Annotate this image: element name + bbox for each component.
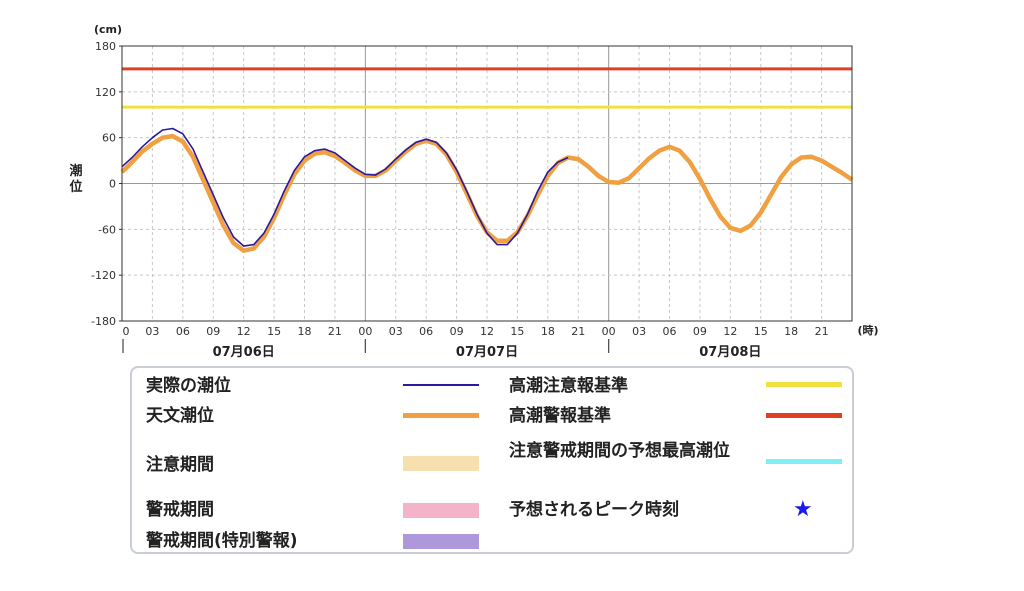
x-tick-label: 03 xyxy=(145,325,159,338)
y-tick-label: 120 xyxy=(95,86,116,99)
y-tick-labels: 180 120 60 0 -60 -120 -180 xyxy=(91,40,122,328)
x-tick-label: 03 xyxy=(389,325,403,338)
series-line-actual xyxy=(121,127,569,247)
x-tick-label: 06 xyxy=(663,325,677,338)
grid xyxy=(122,46,852,321)
series-lines xyxy=(120,127,854,253)
x-tick-label: 15 xyxy=(754,325,768,338)
x-tick-label: 09 xyxy=(693,325,707,338)
y-axis-label-char: 位 xyxy=(69,179,82,195)
x-tick-label: 21 xyxy=(328,325,342,338)
x-unit-label: (時) xyxy=(857,323,878,337)
x-tick-label: 12 xyxy=(480,325,494,338)
date-label: 07月06日 xyxy=(213,345,275,360)
y-tick-label: 0 xyxy=(109,178,116,191)
x-tick-label: 00 xyxy=(602,325,616,338)
y-tick-label: 60 xyxy=(102,132,116,145)
legend-label-actual: 実際の潮位 xyxy=(146,376,231,396)
legend: 実際の潮位 天文潮位 注意期間 警戒期間 警戒期間(特別警報) 高潮注意報基準 … xyxy=(130,366,854,554)
legend-label-warning-threshold: 高潮警報基準 xyxy=(509,406,611,426)
date-labels: 07月06日 07月07日 07月08日 xyxy=(122,339,761,360)
legend-swatch-caution-period xyxy=(403,456,479,471)
x-tick-label: 00 xyxy=(358,325,372,338)
legend-swatch-caution-threshold xyxy=(766,382,842,387)
y-tick-label: 180 xyxy=(95,40,116,53)
x-tick-labels: 0 03 06 09 12 15 18 21 00 03 06 09 12 15 18 21 00 03 06 09 1… xyxy=(123,325,829,338)
x-tick-label: 06 xyxy=(176,325,190,338)
x-tick-label: 21 xyxy=(815,325,829,338)
legend-label-predicted-max: 注意警戒期間の予想最高潮位 xyxy=(509,441,730,461)
x-tick-label: 18 xyxy=(541,325,555,338)
legend-swatch-astronomical xyxy=(403,413,479,418)
threshold-lines xyxy=(122,67,852,109)
y-axis-label-char: 潮 xyxy=(69,163,82,179)
legend-label-caution-period: 注意期間 xyxy=(146,455,214,475)
x-tick-label: 09 xyxy=(450,325,464,338)
x-tick-label: 18 xyxy=(784,325,798,338)
x-tick-label: 03 xyxy=(632,325,646,338)
legend-swatch-predicted-max xyxy=(766,459,842,464)
date-label: 07月07日 xyxy=(456,345,518,360)
legend-star-icon: ★ xyxy=(793,497,813,522)
date-label: 07月08日 xyxy=(699,345,761,360)
x-tick-label: 06 xyxy=(419,325,433,338)
legend-swatch-actual xyxy=(403,384,479,386)
x-tick-label: 12 xyxy=(723,325,737,338)
y-tick-label: -60 xyxy=(98,223,116,236)
x-tick-label: 15 xyxy=(510,325,524,338)
legend-label-caution-threshold: 高潮注意報基準 xyxy=(509,376,628,396)
x-tick-label: 09 xyxy=(206,325,220,338)
legend-label-peak-time: 予想されるピーク時刻 xyxy=(509,500,679,520)
y-tick-label: -120 xyxy=(91,269,116,282)
x-tick-label: 12 xyxy=(237,325,251,338)
y-tick-label: -180 xyxy=(91,315,116,328)
x-tick-label: 0 xyxy=(123,325,130,338)
legend-swatch-warning-period xyxy=(403,503,479,518)
x-tick-label: 15 xyxy=(267,325,281,338)
y-axis-label: 潮位 xyxy=(69,163,82,195)
legend-swatch-special-warning-period xyxy=(403,534,479,549)
y-unit-label: (cm) xyxy=(94,23,122,36)
x-tick-label: 21 xyxy=(571,325,585,338)
x-tick-label: 18 xyxy=(298,325,312,338)
legend-label-astronomical: 天文潮位 xyxy=(146,406,214,426)
legend-label-warning-period: 警戒期間 xyxy=(146,500,214,520)
legend-label-special-warning-period: 警戒期間(特別警報) xyxy=(146,531,298,551)
legend-swatch-warning-threshold xyxy=(766,413,842,418)
